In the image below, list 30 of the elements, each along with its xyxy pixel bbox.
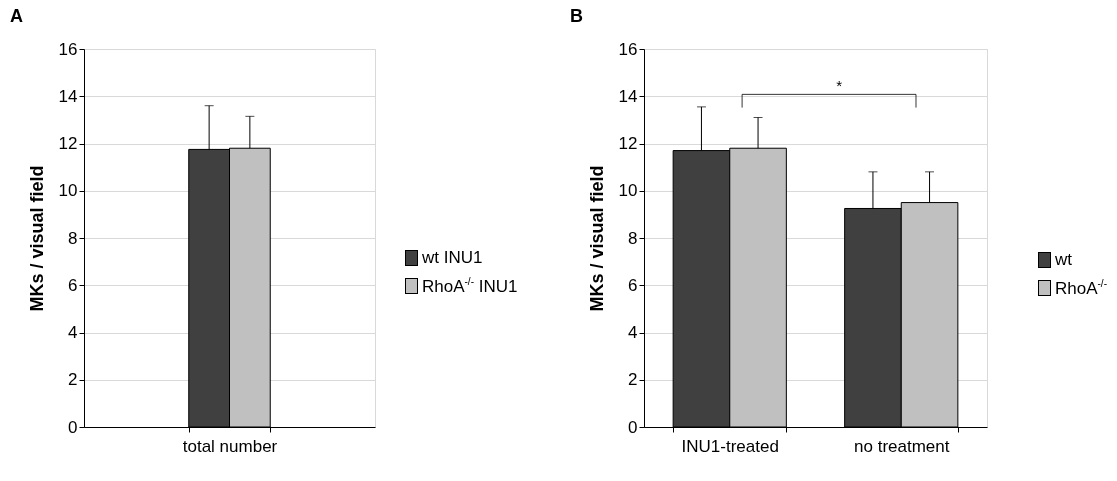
y-tick-label: 6 — [628, 275, 638, 295]
text: A — [10, 6, 24, 26]
y-axis-title: MKs / visual field — [26, 165, 47, 312]
y-tick-label: 12 — [58, 134, 78, 153]
y-tick-label: 4 — [68, 323, 78, 342]
y-tick-label: 2 — [68, 370, 78, 390]
chart-title: B — [570, 6, 584, 26]
annotation: * — [836, 77, 843, 95]
legend-label: RhoA$^{-/-}$ — [1055, 278, 1107, 299]
y-tick-label: 16 — [618, 39, 638, 59]
x-tick-label: INU1-treated — [681, 436, 779, 456]
y-tick-label: 4 — [628, 323, 638, 342]
y-tick-label: 10 — [618, 181, 638, 201]
x-tick-label: total number — [182, 436, 278, 456]
y-tick-label: 0 — [628, 417, 638, 437]
y-tick-label: 10 — [58, 181, 78, 201]
y-tick-label: 0 — [68, 417, 78, 437]
legend-label: wt — [1055, 250, 1072, 270]
y-tick-label: 2 — [628, 370, 638, 390]
y-tick-label: 16 — [58, 39, 78, 59]
y-tick-label: 8 — [628, 228, 638, 248]
y-tick-label: 8 — [68, 228, 78, 248]
y-tick-label: 12 — [618, 134, 638, 153]
y-tick-label: 6 — [68, 275, 78, 295]
y-tick-label: 14 — [58, 86, 78, 106]
legend-label: wt INU1 — [422, 248, 483, 268]
legend-label: RhoA$^{-/-}$ INU1 — [422, 276, 518, 297]
y-tick-label: 14 — [618, 86, 638, 106]
x-tick-label: no treatment — [854, 436, 950, 456]
y-axis-title: MKs / visual field — [586, 165, 607, 312]
